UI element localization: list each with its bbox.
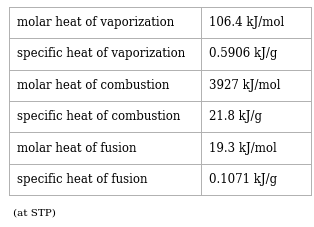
Text: molar heat of combustion: molar heat of combustion (17, 79, 170, 92)
Text: (at STP): (at STP) (13, 209, 56, 218)
Text: specific heat of vaporization: specific heat of vaporization (17, 47, 186, 60)
Text: specific heat of fusion: specific heat of fusion (17, 173, 148, 186)
Text: 19.3 kJ/mol: 19.3 kJ/mol (209, 142, 276, 155)
Text: 3927 kJ/mol: 3927 kJ/mol (209, 79, 280, 92)
Text: 0.1071 kJ/g: 0.1071 kJ/g (209, 173, 277, 186)
Text: molar heat of vaporization: molar heat of vaporization (17, 16, 175, 29)
Text: 106.4 kJ/mol: 106.4 kJ/mol (209, 16, 284, 29)
Text: 21.8 kJ/g: 21.8 kJ/g (209, 110, 262, 123)
Text: 0.5906 kJ/g: 0.5906 kJ/g (209, 47, 277, 60)
Text: specific heat of combustion: specific heat of combustion (17, 110, 181, 123)
Text: molar heat of fusion: molar heat of fusion (17, 142, 137, 155)
